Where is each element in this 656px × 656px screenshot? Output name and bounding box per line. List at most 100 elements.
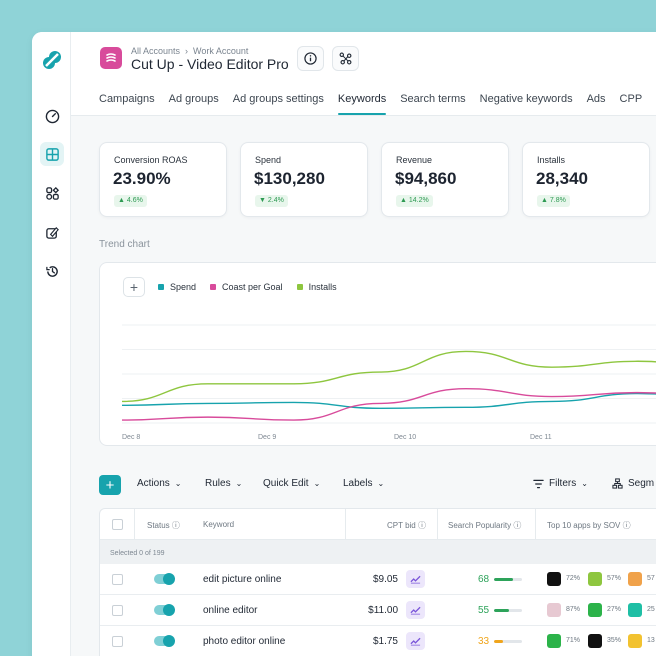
kpi-card-revenue[interactable]: Revenue $94,860 ▲ 14.2%: [381, 142, 509, 217]
segment-dropdown[interactable]: Segm: [612, 478, 654, 489]
app-icon-sov[interactable]: [628, 634, 642, 648]
labels-label: Labels: [343, 478, 373, 489]
header-label: Search Popularity: [448, 521, 512, 530]
status-toggle[interactable]: [154, 635, 175, 647]
info-button[interactable]: [297, 46, 324, 71]
app-icon-sov[interactable]: [628, 603, 642, 617]
table-row[interactable]: online editor $11.00 55 87% 27% 25: [100, 595, 656, 626]
selection-status: Selected 0 of 199: [100, 540, 656, 564]
kpi-change: 4.6%: [126, 197, 143, 204]
table-row[interactable]: photo editor online $1.75 33 71% 35% 13: [100, 626, 656, 656]
kpi-change-badge: ▲ 14.2%: [396, 195, 433, 207]
table-row[interactable]: edit picture online $9.05 68 72% 57% 57: [100, 564, 656, 595]
select-all-checkbox[interactable]: [112, 519, 123, 530]
rules-dropdown[interactable]: Rules ⌄: [205, 478, 242, 489]
info-icon: ⓘ: [418, 521, 426, 530]
app-icon-sov[interactable]: [588, 572, 602, 586]
row-checkbox[interactable]: [112, 636, 123, 647]
app-icon-sov[interactable]: [547, 572, 561, 586]
bid-trend-button[interactable]: [406, 632, 425, 650]
app-icon-sov[interactable]: [547, 634, 561, 648]
chevron-down-icon: ⌄: [174, 479, 182, 488]
quick-edit-dropdown[interactable]: Quick Edit ⌄: [263, 478, 320, 489]
kpi-card-spend[interactable]: Spend $130,280 ▼ 2.4%: [240, 142, 368, 217]
chevron-down-icon: ⌄: [235, 479, 243, 488]
apps-icon[interactable]: [40, 181, 64, 205]
sov-percent: 57%: [607, 575, 622, 582]
tab-negative-keywords[interactable]: Negative keywords: [479, 93, 573, 105]
status-toggle[interactable]: [154, 604, 175, 616]
cpt-bid-cell[interactable]: $1.75: [372, 636, 398, 647]
legend-label: Spend: [170, 282, 197, 292]
info-icon: ⓘ: [171, 521, 180, 530]
row-checkbox[interactable]: [112, 574, 123, 585]
legend-item-coast-per-goal[interactable]: Coast per Goal: [210, 282, 283, 292]
sidebar: [32, 32, 71, 656]
dashboard-icon[interactable]: [40, 104, 64, 128]
kpi-label: Spend: [255, 155, 282, 165]
column-header-search-popularity[interactable]: Search Popularity ⓘ: [448, 520, 521, 531]
series-line-coast-per-goal[interactable]: [121, 387, 656, 421]
column-header-keyword[interactable]: Keyword: [203, 520, 235, 529]
bid-trend-button[interactable]: [406, 570, 425, 588]
sov-percent: 57: [647, 575, 655, 582]
app-window: All Accounts › Work Account Cut Up - Video…: [32, 32, 656, 656]
x-tick-label: Dec 10: [394, 434, 416, 441]
status-toggle[interactable]: [154, 573, 175, 585]
integrations-button[interactable]: [332, 46, 359, 71]
history-icon[interactable]: [40, 259, 64, 283]
header: All Accounts › Work Account Cut Up - Video…: [71, 32, 656, 116]
tab-ad-groups-settings[interactable]: Ad groups settings: [232, 93, 324, 105]
kpi-card-conversion-roas[interactable]: Conversion ROAS 23.90% ▲ 4.6%: [99, 142, 227, 217]
breadcrumb-all-accounts[interactable]: All Accounts: [131, 46, 181, 56]
app-icon-sov[interactable]: [588, 634, 602, 648]
series-line-spend[interactable]: [121, 392, 656, 410]
trend-chart-icon: [410, 575, 421, 584]
main-content: All Accounts › Work Account Cut Up - Video…: [71, 32, 656, 656]
tab-bar: Campaigns Ad groups Ad groups settings K…: [99, 93, 642, 115]
segment-icon: [612, 478, 623, 489]
cpt-bid-cell[interactable]: $9.05: [372, 574, 398, 585]
tab-ad-groups[interactable]: Ad groups: [168, 93, 219, 105]
cpt-bid-cell[interactable]: $11.00: [368, 605, 398, 616]
filters-dropdown[interactable]: Filters ⌄: [533, 478, 588, 489]
header-label: Top 10 apps by SOV: [547, 521, 621, 530]
actions-dropdown[interactable]: Actions ⌄: [137, 478, 182, 489]
sov-percent: 25: [647, 606, 655, 613]
popularity-bar: [494, 609, 522, 612]
breadcrumb-work-account[interactable]: Work Account: [193, 46, 249, 56]
trend-chart-icon: [410, 637, 421, 646]
tab-campaigns[interactable]: Campaigns: [99, 93, 155, 105]
tab-cpp[interactable]: CPP: [619, 93, 643, 105]
rules-label: Rules: [205, 478, 231, 489]
column-header-top-apps-sov[interactable]: Top 10 apps by SOV ⓘ: [547, 520, 631, 531]
tab-keywords[interactable]: Keywords: [337, 93, 387, 115]
series-line-installs[interactable]: [121, 350, 656, 403]
tab-ads[interactable]: Ads: [586, 93, 606, 105]
arrow-up-icon: ▲: [118, 197, 125, 204]
tab-search-terms[interactable]: Search terms: [400, 93, 466, 105]
row-checkbox[interactable]: [112, 605, 123, 616]
legend-swatch: [296, 284, 303, 290]
add-keyword-button[interactable]: +: [99, 475, 121, 495]
legend-label: Installs: [308, 282, 337, 292]
app-icon-sov[interactable]: [628, 572, 642, 586]
keyword-cell: photo editor online: [203, 636, 286, 647]
brand-logo-icon[interactable]: [42, 50, 62, 70]
labels-dropdown[interactable]: Labels ⌄: [343, 478, 384, 489]
legend-item-installs[interactable]: Installs: [296, 282, 337, 292]
app-icon-sov[interactable]: [547, 603, 561, 617]
kpi-card-installs[interactable]: Installs 28,340 ▲ 7.8%: [522, 142, 650, 217]
column-header-cpt-bid[interactable]: CPT bid ⓘ: [387, 520, 426, 531]
kpi-change-badge: ▲ 4.6%: [114, 195, 147, 207]
add-series-button[interactable]: +: [123, 277, 145, 297]
column-header-status[interactable]: Status ⓘ: [147, 520, 180, 531]
sov-percent: 87%: [566, 606, 581, 613]
legend-item-spend[interactable]: Spend: [158, 282, 196, 292]
campaigns-icon[interactable]: [40, 142, 64, 166]
kpi-change-badge: ▲ 7.8%: [537, 195, 570, 207]
app-icon-sov[interactable]: [588, 603, 602, 617]
creative-edit-icon[interactable]: [40, 220, 64, 244]
popularity-score: 33: [478, 636, 490, 647]
bid-trend-button[interactable]: [406, 601, 425, 619]
